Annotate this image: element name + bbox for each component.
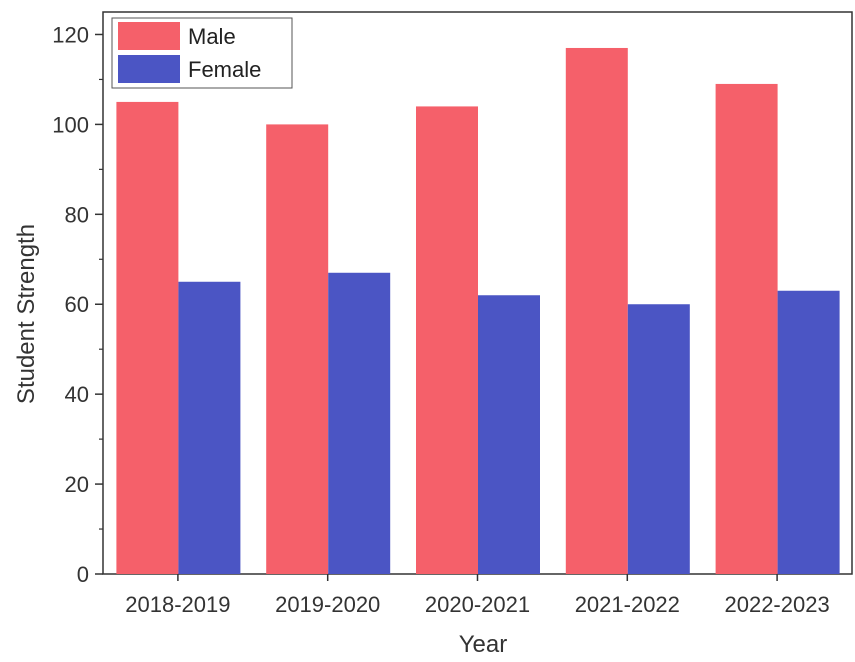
y-tick-label-40: 40: [65, 382, 89, 407]
bar-female-2020-2021: [478, 295, 540, 574]
legend: Male Female: [111, 17, 293, 89]
y-tick-label-60: 60: [65, 292, 89, 317]
bar-male-2019-2020: [266, 124, 329, 575]
bar-female-2019-2020: [328, 272, 391, 574]
y-axis-title: Student Strength: [13, 224, 40, 404]
x-tick-label-2022-2023: 2022-2023: [724, 592, 829, 617]
y-axis: 0 20 40 60 80 100 120: [52, 22, 103, 587]
y-tick-label-0: 0: [77, 562, 89, 587]
x-axis-title: Year: [459, 631, 508, 658]
x-tick-label-2018-2019: 2018-2019: [125, 592, 230, 617]
bar-male-2018-2019: [116, 101, 179, 575]
legend-label-male: Male: [188, 24, 236, 49]
y-tick-label-80: 80: [65, 202, 89, 227]
bar-male-2021-2022: [565, 47, 628, 574]
bar-male-2020-2021: [416, 106, 478, 574]
bar-female-2021-2022: [627, 304, 690, 574]
bar-female-2022-2023: [777, 290, 840, 574]
x-axis: 2018-2019 2019-2020 2020-2021 2021-2022 2022…: [125, 574, 830, 617]
y-tick-label-20: 20: [65, 472, 89, 497]
bars: [116, 47, 840, 575]
bar-female-2018-2019: [178, 281, 241, 574]
x-tick-label-2019-2020: 2019-2020: [275, 592, 380, 617]
x-tick-label-2021-2022: 2021-2022: [575, 592, 680, 617]
y-tick-label-120: 120: [52, 22, 89, 47]
y-tick-label-100: 100: [52, 112, 89, 137]
legend-label-female: Female: [188, 57, 261, 82]
x-tick-label-2020-2021: 2020-2021: [425, 592, 530, 617]
legend-swatch-male: [118, 22, 180, 50]
legend-swatch-female: [118, 55, 180, 83]
bar-male-2022-2023: [715, 83, 778, 574]
